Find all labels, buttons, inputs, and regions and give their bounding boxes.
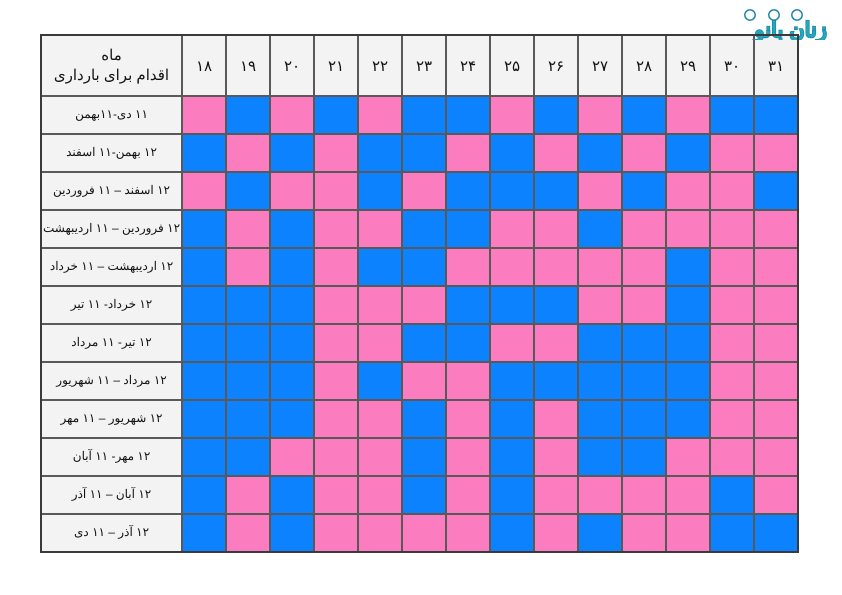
- svg-text:زنان بانو: زنان بانو: [752, 19, 827, 40]
